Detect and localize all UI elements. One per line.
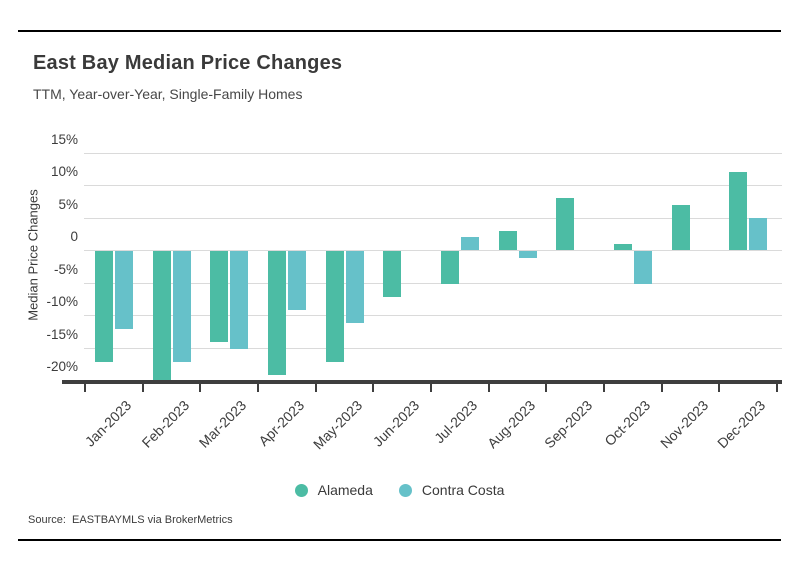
gridline--10: [84, 315, 782, 316]
legend-item-contra-costa: Contra Costa: [398, 482, 505, 498]
x-tick: [603, 383, 605, 392]
x-tick: [660, 383, 663, 392]
bar-alameda-feb-2023: [152, 251, 171, 381]
contra-costa-swatch-icon: [398, 483, 412, 497]
bar-contra-costa-jan-2023: [114, 251, 133, 329]
gridline-10: [84, 185, 782, 186]
bar-alameda-may-2023: [325, 251, 344, 362]
gridline--15: [84, 348, 782, 349]
bar-alameda-jul-2023: [440, 251, 459, 284]
y-tick-label: -5%: [53, 262, 78, 277]
bar-contra-costa-may-2023: [345, 251, 364, 323]
y-tick-label: -15%: [46, 327, 78, 342]
y-tick-label: 10%: [50, 164, 78, 179]
bar-alameda-nov-2023: [671, 204, 690, 250]
x-tick: [487, 383, 490, 392]
bottom-rule: [18, 539, 781, 541]
y-tick-label: 15%: [50, 132, 78, 147]
x-tick: [430, 383, 432, 392]
alameda-swatch-icon: [294, 483, 308, 497]
bar-contra-costa-feb-2023: [172, 251, 191, 362]
gridline-15: [84, 153, 782, 154]
legend-label-alameda: Alameda: [317, 482, 373, 498]
bar-contra-costa-oct-2023: [633, 251, 652, 284]
legend: Alameda Contra Costa: [0, 482, 799, 498]
legend-label-contra-costa: Contra Costa: [421, 482, 505, 498]
bar-alameda-dec-2023: [729, 172, 748, 250]
y-tick-label: -10%: [46, 294, 78, 309]
x-axis-line: [62, 380, 782, 384]
gridline-0: [84, 250, 782, 251]
bar-alameda-apr-2023: [267, 251, 286, 375]
x-tick: [314, 383, 317, 392]
bar-alameda-jun-2023: [383, 251, 402, 297]
bar-contra-costa-apr-2023: [287, 251, 306, 310]
top-rule: [18, 30, 781, 32]
gridline--5: [84, 283, 782, 284]
legend-item-alameda: Alameda: [294, 482, 373, 498]
y-tick-label: -20%: [46, 359, 78, 374]
x-tick: [257, 383, 259, 392]
bar-alameda-jan-2023: [94, 251, 113, 362]
x-tick: [372, 383, 375, 392]
bar-alameda-mar-2023: [210, 251, 229, 342]
x-tick: [141, 383, 144, 392]
y-tick-label: 5%: [58, 197, 78, 212]
bar-contra-costa-dec-2023: [749, 217, 768, 250]
bar-contra-costa-aug-2023: [518, 251, 537, 258]
gridline-5: [84, 218, 782, 219]
bar-alameda-sep-2023: [556, 198, 575, 250]
y-tick-label: 0: [70, 229, 78, 244]
bar-contra-costa-jul-2023: [460, 237, 479, 250]
bar-alameda-oct-2023: [613, 243, 632, 250]
bar-alameda-aug-2023: [498, 230, 517, 250]
x-tick: [545, 383, 548, 392]
x-tick: [84, 383, 86, 392]
source-text: Source: EASTBAYMLS via BrokerMetrics: [28, 514, 233, 526]
x-tick: [199, 383, 202, 392]
x-tick: [718, 383, 721, 392]
chart-subtitle: TTM, Year-over-Year, Single-Family Homes: [33, 86, 303, 102]
bar-contra-costa-mar-2023: [230, 251, 249, 349]
chart-title: East Bay Median Price Changes: [33, 52, 343, 74]
x-tick: [776, 383, 778, 392]
